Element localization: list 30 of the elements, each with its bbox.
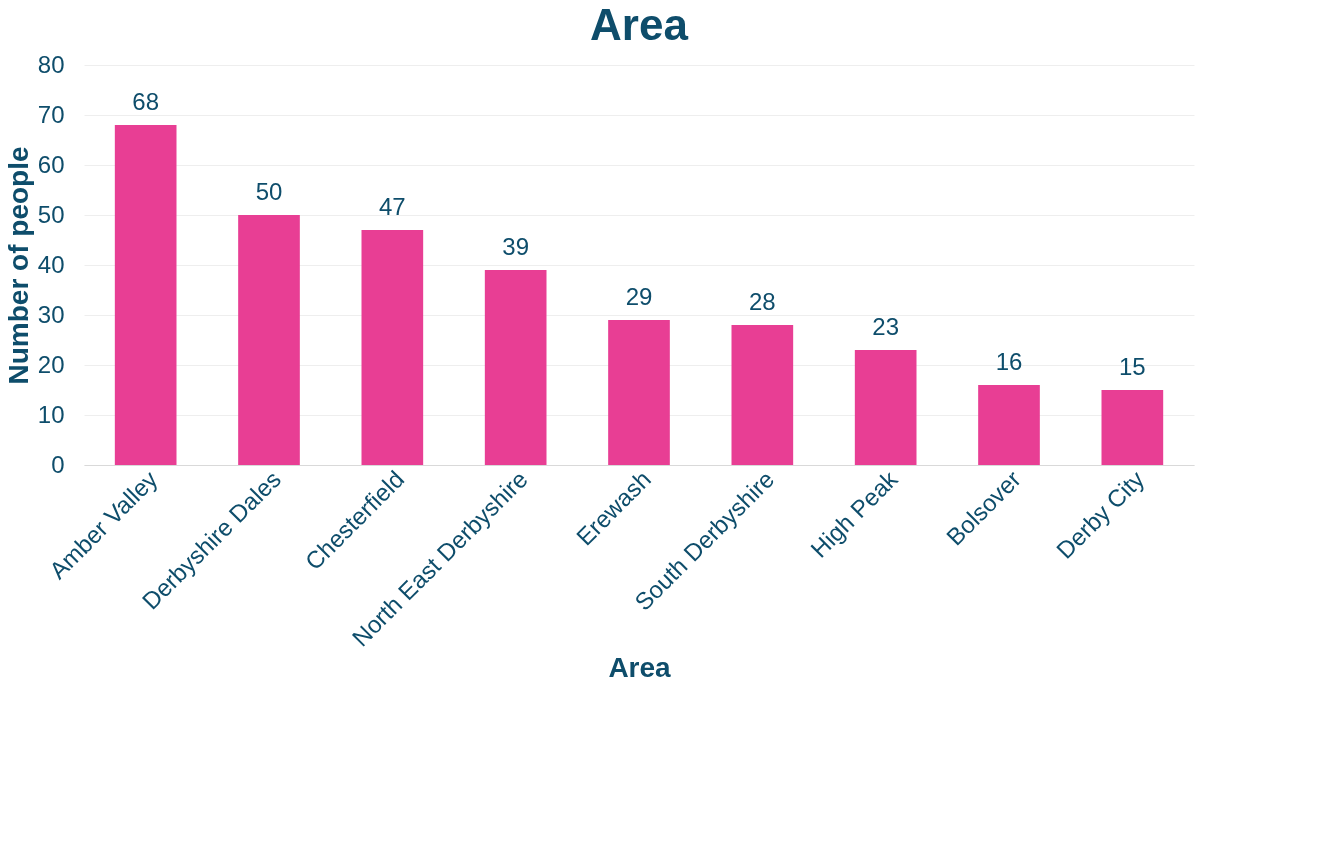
y-tick-label: 80 bbox=[37, 50, 65, 78]
data-label: 50 bbox=[255, 178, 283, 205]
y-tick-label: 10 bbox=[37, 400, 65, 428]
bar bbox=[361, 230, 424, 465]
data-label: 23 bbox=[872, 313, 900, 340]
bar bbox=[114, 125, 177, 465]
data-label: 29 bbox=[625, 283, 653, 310]
data-label: 47 bbox=[378, 193, 406, 220]
chart-title: Area bbox=[590, 0, 689, 49]
y-tick-label: 0 bbox=[51, 450, 65, 478]
bar bbox=[238, 215, 300, 465]
y-tick-label: 60 bbox=[37, 150, 65, 178]
y-axis-title: Number of people bbox=[2, 146, 34, 385]
x-axis-title: Area bbox=[608, 652, 672, 684]
data-label: 15 bbox=[1118, 353, 1146, 380]
y-tick-label: 40 bbox=[37, 250, 65, 278]
bar bbox=[854, 350, 917, 465]
bar bbox=[978, 385, 1040, 465]
bar bbox=[608, 320, 670, 465]
bar bbox=[731, 325, 794, 465]
y-tick-label: 30 bbox=[37, 300, 65, 328]
y-tick-label: 70 bbox=[37, 100, 65, 128]
data-label: 68 bbox=[132, 88, 160, 115]
bar bbox=[484, 270, 547, 465]
data-label: 28 bbox=[748, 288, 776, 315]
data-label: 16 bbox=[995, 348, 1023, 375]
y-tick-label: 20 bbox=[37, 350, 65, 378]
y-tick-label: 50 bbox=[37, 200, 65, 228]
bar bbox=[1101, 390, 1164, 465]
data-label: 39 bbox=[502, 233, 530, 260]
